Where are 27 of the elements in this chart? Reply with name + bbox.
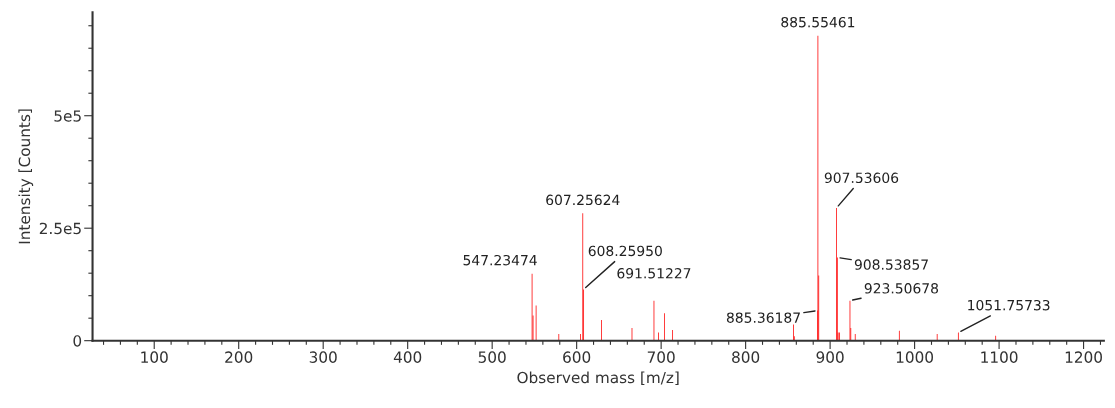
x-tick-label: 200 (225, 351, 253, 363)
annotation: 608.25950 (588, 245, 662, 257)
x-tick-label: 600 (563, 351, 591, 363)
y-tick-label: 5e5 (54, 110, 81, 122)
annotation: 908.53857 (854, 259, 928, 270)
annotation: 1051.75733 (968, 299, 1050, 311)
x-tick-label: 500 (478, 351, 506, 363)
x-tick-label: 1100 (981, 351, 1018, 363)
x-tick-label: 900 (816, 351, 844, 363)
x-tick-label: 700 (647, 351, 675, 363)
annotation: 607.25624 (546, 194, 620, 206)
annotation: 885.36187 (726, 312, 800, 323)
y-tick-label: 2.5e5 (39, 222, 81, 235)
x-axis-title: Observed mass [m/z] (517, 371, 679, 386)
y-tick-label: 0 (73, 335, 82, 347)
x-tick-label: 400 (393, 351, 422, 363)
x-tick-label: 300 (309, 351, 337, 363)
annotation: 885.55461 (781, 16, 855, 28)
annotation: 923.50678 (864, 283, 939, 294)
y-axis-title: Intensity [Counts] (18, 109, 34, 244)
x-tick-label: 1200 (1065, 351, 1102, 363)
annotation: 691.51227 (617, 268, 691, 279)
annotation: 907.53606 (824, 172, 899, 184)
x-tick-label: 100 (141, 351, 168, 363)
annotation: 547.23474 (463, 254, 537, 266)
x-tick-label: 1000 (896, 351, 934, 363)
x-tick-label: 800 (732, 351, 760, 363)
